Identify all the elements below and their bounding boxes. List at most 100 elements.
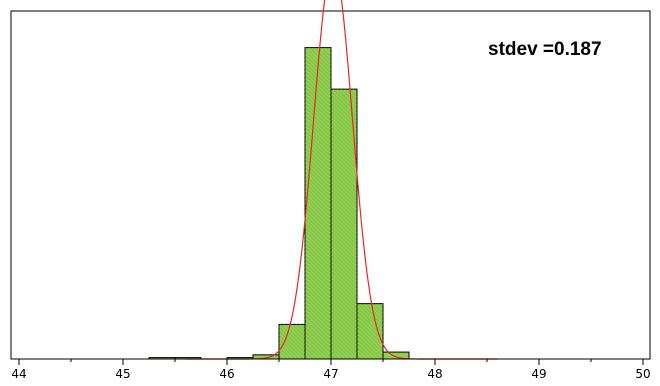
bar-hatch-line bbox=[330, 294, 358, 322]
bar-hatch-line bbox=[330, 318, 358, 346]
histogram-bar bbox=[382, 351, 410, 360]
bar-hatch-line bbox=[278, 330, 306, 358]
bar-hatch-line bbox=[304, 346, 318, 360]
bar-hatch-line bbox=[330, 142, 358, 170]
bar-hatch-line bbox=[330, 214, 358, 242]
bar-hatch-line bbox=[304, 222, 332, 250]
bar-hatch-line bbox=[304, 154, 332, 182]
bar-hatch-line bbox=[296, 324, 306, 334]
bar-hatch-line bbox=[356, 346, 370, 360]
bar-hatch-line bbox=[304, 78, 332, 106]
bar-hatch-line bbox=[304, 66, 332, 94]
x-tick-label: 50 bbox=[635, 367, 650, 381]
bar-hatch-line bbox=[288, 324, 306, 342]
bar-hatch-line bbox=[278, 342, 296, 360]
bar-hatch-line bbox=[304, 194, 332, 222]
bar-hatch-line bbox=[304, 318, 332, 346]
bar-hatch-line bbox=[313, 47, 332, 66]
bar-hatch-line bbox=[340, 88, 358, 106]
bar-hatch-line bbox=[330, 306, 358, 334]
bar-hatch-line bbox=[330, 342, 348, 360]
bar-hatch-line bbox=[304, 74, 332, 102]
bar-hatch-line bbox=[330, 138, 358, 166]
bar-hatch-line bbox=[330, 350, 340, 360]
bar-hatch-line bbox=[304, 206, 332, 234]
bar-hatch-line bbox=[304, 118, 332, 146]
bar-hatch-line bbox=[304, 202, 332, 230]
bar-hatch-line bbox=[304, 330, 332, 358]
bar-hatch-line bbox=[304, 250, 332, 278]
bar-hatch-line bbox=[304, 326, 332, 354]
bar-hatch-line bbox=[330, 90, 358, 118]
bar-hatch-line bbox=[330, 114, 358, 142]
bar-hatch-line bbox=[304, 246, 332, 274]
bar-hatch-line bbox=[321, 47, 332, 58]
bar-hatch-line bbox=[304, 90, 332, 118]
bar-hatch-line bbox=[356, 342, 374, 360]
bar-hatch-line bbox=[304, 98, 332, 126]
bar-hatch-line bbox=[330, 330, 358, 358]
bar-hatch-line bbox=[304, 174, 332, 202]
bar-hatch-line bbox=[330, 194, 358, 222]
bar-hatch-line bbox=[330, 198, 358, 226]
x-tick-label: 47 bbox=[323, 367, 338, 381]
bar-hatch-line bbox=[361, 303, 384, 326]
bar-hatch-line bbox=[356, 322, 384, 350]
x-tick-label: 45 bbox=[115, 367, 130, 381]
bar-hatch-line bbox=[304, 338, 326, 360]
bar-hatch-line bbox=[330, 262, 358, 290]
bar-hatch-line bbox=[278, 326, 306, 354]
bar-hatch-line bbox=[330, 246, 358, 274]
bar-hatch-line bbox=[304, 218, 332, 246]
bar-hatch-line bbox=[304, 286, 332, 314]
bar-hatch-line bbox=[330, 230, 358, 258]
bar-hatch-line bbox=[330, 314, 358, 342]
bar-hatch-line bbox=[330, 222, 358, 250]
bar-hatch-line bbox=[304, 350, 314, 360]
bar-hatch-line bbox=[292, 324, 306, 338]
bar-hatch-line bbox=[330, 158, 358, 186]
bar-hatch-line bbox=[365, 303, 384, 322]
bar-hatch-line bbox=[304, 278, 332, 306]
bar-hatch-line bbox=[330, 270, 358, 298]
bar-hatch-line bbox=[330, 346, 344, 360]
bar-hatch-line bbox=[330, 202, 358, 230]
bar-hatch-line bbox=[304, 150, 332, 178]
bar-hatch-line bbox=[304, 134, 332, 162]
bar-hatch-line bbox=[304, 294, 332, 322]
bar-hatch-line bbox=[330, 290, 358, 318]
bar-hatch-line bbox=[330, 282, 358, 310]
bar-hatch-line bbox=[278, 334, 304, 360]
bar-hatch-line bbox=[304, 342, 322, 360]
bar-hatch-line bbox=[330, 354, 336, 360]
bar-hatch-line bbox=[304, 190, 332, 218]
bar-hatch-line bbox=[330, 190, 358, 218]
bar-hatch-line bbox=[304, 354, 310, 360]
bar-hatch-line bbox=[356, 318, 384, 346]
x-tick-label: 44 bbox=[11, 367, 26, 381]
bar-hatch-line bbox=[330, 146, 358, 174]
bar-hatch-line bbox=[304, 310, 332, 338]
bar-hatch-line bbox=[329, 47, 332, 50]
stdev-annotation: stdev =0.187 bbox=[488, 39, 602, 60]
bar-hatch-line bbox=[304, 314, 332, 342]
bar-hatch-line bbox=[304, 238, 332, 266]
bar-hatch-line bbox=[304, 62, 332, 90]
bar-hatch-line bbox=[304, 210, 332, 238]
bar-hatch-line bbox=[304, 226, 332, 254]
bar-hatch-line bbox=[356, 314, 384, 342]
x-tick-label: 46 bbox=[219, 367, 234, 381]
bar-hatch-line bbox=[357, 303, 384, 330]
bar-hatch-line bbox=[330, 278, 358, 306]
bar-hatch-line bbox=[330, 178, 358, 206]
bar-hatch-line bbox=[304, 254, 332, 282]
bar-hatch-line bbox=[336, 88, 358, 110]
histogram-bar bbox=[278, 323, 306, 360]
bar-hatch-line bbox=[373, 303, 384, 314]
bar-hatch-line bbox=[304, 106, 332, 134]
bar-hatch-line bbox=[304, 298, 332, 326]
bar-hatch-line bbox=[304, 270, 332, 298]
bar-hatch-line bbox=[304, 306, 332, 334]
bar-hatch-line bbox=[330, 126, 358, 154]
